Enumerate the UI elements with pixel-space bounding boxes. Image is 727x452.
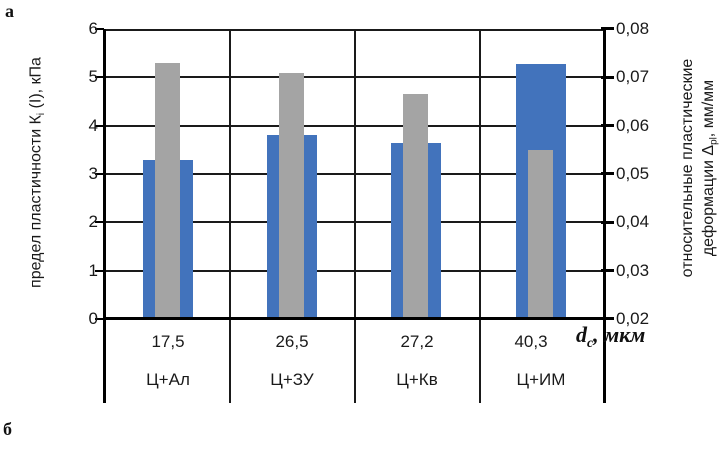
category-separator-1 [229,29,231,403]
x-axis-title-symbol: d [576,322,587,347]
particle-size-ts-kv: 27,2 [400,332,434,351]
right-axis-tick-label: 0,08 [616,19,650,38]
right-axis-title-subscript: pl [708,137,720,145]
right-axis-title: относительные пластические деформации Δp… [677,2,719,334]
right-axis-tick-label: 0,04 [616,212,650,231]
category-separator-3 [479,29,481,403]
x-axis-title-subscript: c [587,334,594,350]
left-axis-tick-label: 5 [88,67,98,86]
right-tick-008 [601,27,614,30]
left-tick-6 [95,28,104,30]
left-axis-title-text: предел пластичности К [27,115,45,288]
bar-gray-ts-zu [279,72,304,319]
right-tick-003 [601,269,614,272]
plot-area [106,29,603,319]
particle-size-ts-im: 40,3 [514,332,548,351]
left-tick-3 [95,173,104,175]
left-axis-tick-label: 0 [88,309,98,328]
left-tick-4 [95,125,104,127]
panel-label-a: а [5,1,14,21]
bar-gray-ts-kv [403,94,428,319]
left-axis-line [103,29,106,403]
right-tick-004 [601,221,614,224]
left-tick-1 [95,270,104,272]
bar-gray-ts-im [528,149,553,319]
right-axis-tick-label: 0,02 [616,309,650,328]
left-tick-0 [95,318,104,320]
x-axis-title: dc, мкм [576,322,646,350]
category-label-ts-zu: Ц+ЗУ [270,370,314,389]
bar-gray-ts-al [155,62,180,319]
right-axis-title-line1: относительные пластические [679,58,696,278]
right-axis-line [603,29,606,403]
category-label-ts-im: Ц+ИМ [516,370,566,389]
right-tick-005 [601,172,614,175]
right-axis-tick-label: 0,03 [616,261,650,280]
right-tick-002 [601,317,614,320]
x-axis-line [103,317,606,320]
category-separator-2 [354,29,356,403]
x-axis-title-units: , мкм [593,322,646,347]
category-label-ts-kv: Ц+Кв [396,370,438,389]
left-axis-tick-label: 1 [88,261,98,280]
left-axis-tick-label: 4 [88,116,98,135]
panel-label-b: б [3,419,12,439]
particle-size-ts-al: 17,5 [151,332,185,351]
left-axis-title: предел пластичности Кi (I), кПа [26,23,47,323]
category-label-ts-al: Ц+Ал [146,370,190,389]
right-tick-007 [601,76,614,79]
right-axis-tick-label: 0,06 [616,116,650,135]
left-axis-title-units: (I), кПа [27,57,45,113]
right-axis-title-line2: деформации Δ [700,144,717,257]
right-axis-tick-label: 0,05 [616,164,650,183]
right-axis-title-units: , мм/мм [700,79,717,138]
left-tick-2 [95,221,104,223]
right-axis-tick-label: 0,07 [616,67,650,86]
left-axis-title-subscript: i [35,112,47,116]
right-tick-006 [601,124,614,127]
particle-size-ts-zu: 26,5 [275,332,309,351]
left-axis-tick-label: 3 [88,164,98,183]
left-axis-tick-label: 6 [88,19,98,38]
left-axis-tick-label: 2 [88,212,98,231]
left-tick-5 [95,76,104,78]
